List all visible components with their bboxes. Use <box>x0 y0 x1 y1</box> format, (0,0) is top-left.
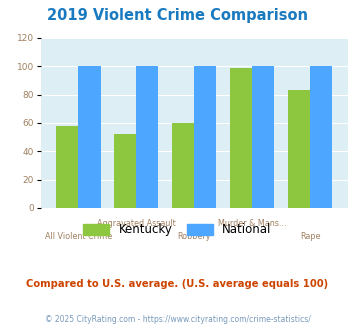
Bar <box>252 66 274 208</box>
Text: Rape: Rape <box>300 232 321 241</box>
Text: © 2025 CityRating.com - https://www.cityrating.com/crime-statistics/: © 2025 CityRating.com - https://www.city… <box>45 315 310 324</box>
Bar <box>230 68 252 208</box>
Text: Robbery: Robbery <box>178 232 211 241</box>
Text: All Violent Crime: All Violent Crime <box>45 232 112 241</box>
Bar <box>136 66 158 208</box>
Bar <box>195 66 217 208</box>
Bar <box>78 66 100 208</box>
Text: Aggravated Assault: Aggravated Assault <box>97 219 176 228</box>
Legend: Kentucky, National: Kentucky, National <box>80 220 275 240</box>
Bar <box>310 66 332 208</box>
Bar <box>172 123 195 208</box>
Bar <box>56 126 78 208</box>
Bar <box>114 134 136 208</box>
Bar <box>288 90 310 208</box>
Text: Murder & Mans...: Murder & Mans... <box>218 219 286 228</box>
Text: 2019 Violent Crime Comparison: 2019 Violent Crime Comparison <box>47 8 308 23</box>
Text: Compared to U.S. average. (U.S. average equals 100): Compared to U.S. average. (U.S. average … <box>26 279 329 289</box>
